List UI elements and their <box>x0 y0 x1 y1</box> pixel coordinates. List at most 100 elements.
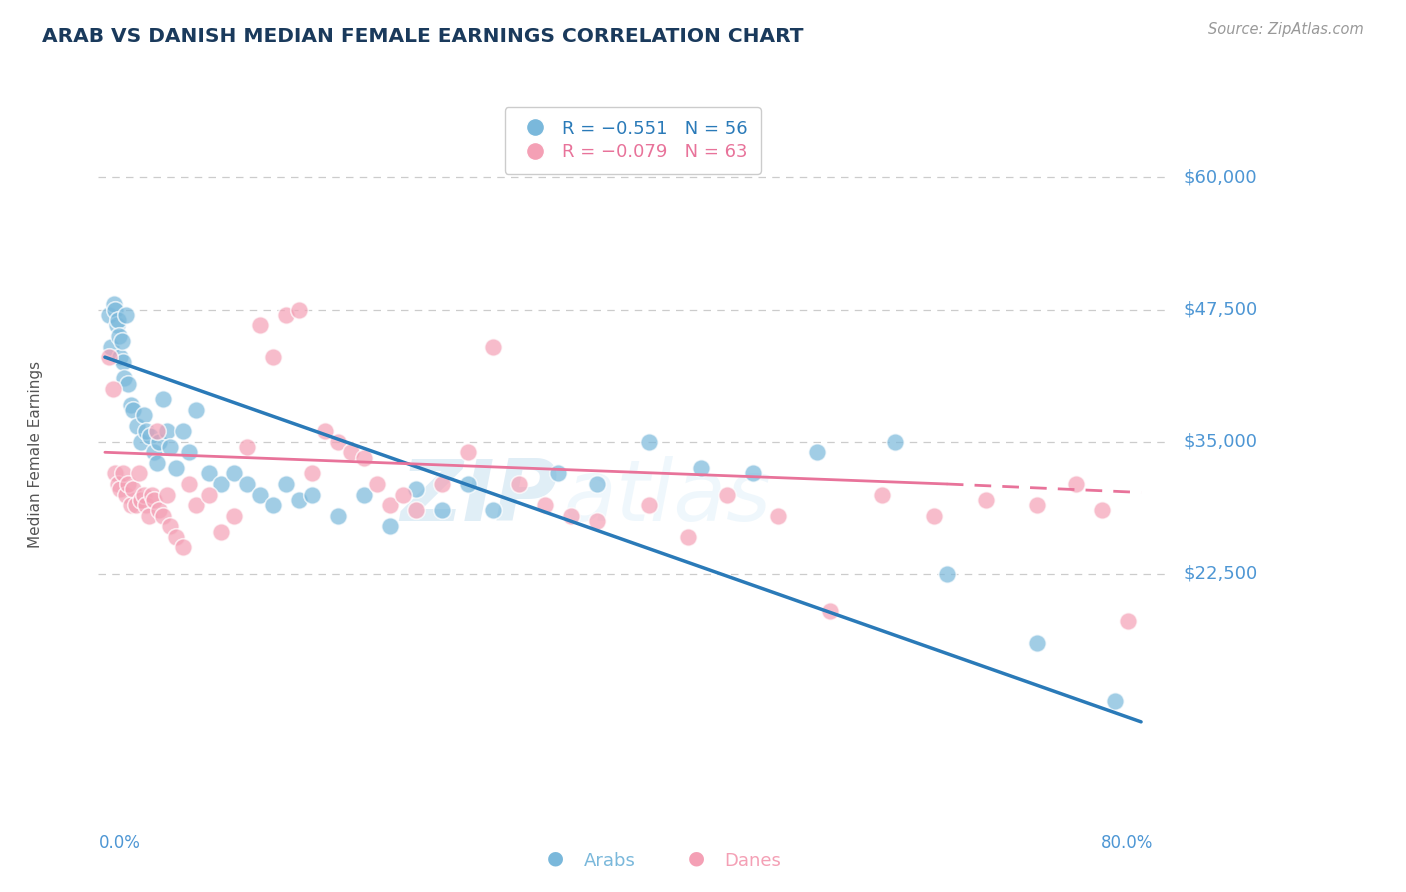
Point <box>818 604 841 618</box>
Point <box>353 487 375 501</box>
Text: Arabs: Arabs <box>583 852 636 870</box>
Point <box>117 376 139 391</box>
Legend: R = −0.551   N = 56, R = −0.079   N = 63: R = −0.551 N = 56, R = −0.079 N = 63 <box>505 107 761 174</box>
Point <box>177 477 200 491</box>
Point <box>114 487 136 501</box>
Point <box>100 340 122 354</box>
Point <box>276 308 298 322</box>
Point <box>224 467 246 481</box>
Point <box>353 450 375 465</box>
Text: $22,500: $22,500 <box>1184 565 1258 582</box>
Point <box>430 477 453 491</box>
Point <box>224 508 246 523</box>
Point <box>117 477 139 491</box>
Point <box>129 492 152 507</box>
Point <box>935 566 957 581</box>
Point <box>586 514 609 528</box>
Point <box>638 434 661 449</box>
Point <box>211 477 233 491</box>
Point <box>112 467 135 481</box>
Point <box>107 477 129 491</box>
Point <box>165 530 187 544</box>
Point <box>301 487 323 501</box>
Point <box>249 487 271 501</box>
Point <box>132 409 155 423</box>
Point <box>508 477 530 491</box>
Point <box>288 302 311 317</box>
Point <box>249 318 271 333</box>
Point <box>172 424 194 438</box>
Point <box>122 403 145 417</box>
Point <box>172 541 194 555</box>
Point <box>405 483 427 497</box>
Point <box>104 467 127 481</box>
Text: $47,500: $47,500 <box>1184 301 1258 318</box>
Point <box>326 508 349 523</box>
Point <box>138 508 160 523</box>
Point <box>141 487 163 501</box>
Text: 80.0%: 80.0% <box>1101 834 1153 852</box>
Point <box>689 461 711 475</box>
Point <box>276 477 298 491</box>
Text: ZIP: ZIP <box>401 456 558 540</box>
Point <box>391 487 413 501</box>
Point <box>326 434 349 449</box>
Point <box>152 508 174 523</box>
Point <box>974 492 997 507</box>
Text: ●: ● <box>547 848 564 867</box>
Point <box>120 398 142 412</box>
Point <box>125 498 148 512</box>
Point <box>114 308 136 322</box>
Point <box>457 477 479 491</box>
Point <box>148 503 170 517</box>
Point <box>145 424 167 438</box>
Point <box>457 445 479 459</box>
Point <box>143 445 166 459</box>
Point <box>112 355 135 369</box>
Point <box>148 434 170 449</box>
Point <box>211 524 233 539</box>
Point <box>135 424 157 438</box>
Point <box>340 445 363 459</box>
Point <box>156 487 179 501</box>
Point <box>560 508 582 523</box>
Point <box>870 487 893 501</box>
Point <box>159 440 181 454</box>
Point <box>1026 635 1049 649</box>
Point <box>482 340 505 354</box>
Point <box>184 403 207 417</box>
Point <box>482 503 505 517</box>
Point <box>128 467 150 481</box>
Point <box>108 329 131 343</box>
Point <box>139 429 162 443</box>
Point <box>145 456 167 470</box>
Point <box>97 308 120 322</box>
Point <box>159 519 181 533</box>
Point <box>129 434 152 449</box>
Text: ●: ● <box>688 848 704 867</box>
Point <box>236 477 259 491</box>
Point <box>314 424 336 438</box>
Point <box>586 477 609 491</box>
Point <box>378 498 401 512</box>
Point <box>1091 503 1114 517</box>
Point <box>1116 615 1139 629</box>
Point <box>112 371 135 385</box>
Point <box>177 445 200 459</box>
Point <box>143 492 166 507</box>
Text: Danes: Danes <box>724 852 780 870</box>
Text: atlas: atlas <box>564 456 772 540</box>
Point <box>127 418 149 433</box>
Point <box>107 313 129 327</box>
Point <box>197 487 219 501</box>
Point <box>741 467 763 481</box>
Point <box>152 392 174 407</box>
Point <box>111 334 134 349</box>
Point <box>103 297 125 311</box>
Point <box>534 498 557 512</box>
Point <box>716 487 738 501</box>
Point <box>105 318 128 333</box>
Point <box>1066 477 1088 491</box>
Point <box>922 508 945 523</box>
Point <box>184 498 207 512</box>
